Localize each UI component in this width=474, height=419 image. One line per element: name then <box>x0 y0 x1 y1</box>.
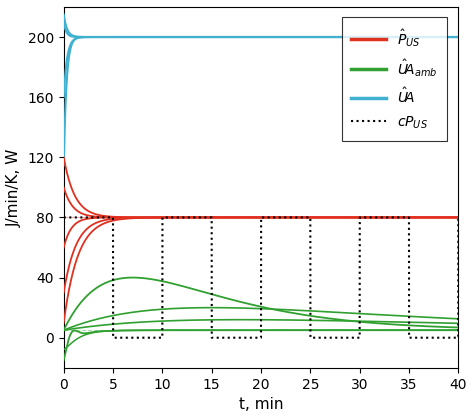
Legend: $\hat{P}_{US}$, $\hat{U}\!A_{amb}$, $\hat{U}\!A$, $cP_{US}$: $\hat{P}_{US}$, $\hat{U}\!A_{amb}$, $\ha… <box>342 18 447 141</box>
X-axis label: t, min: t, min <box>239 397 283 412</box>
Y-axis label: J/min/K, W: J/min/K, W <box>7 148 22 227</box>
